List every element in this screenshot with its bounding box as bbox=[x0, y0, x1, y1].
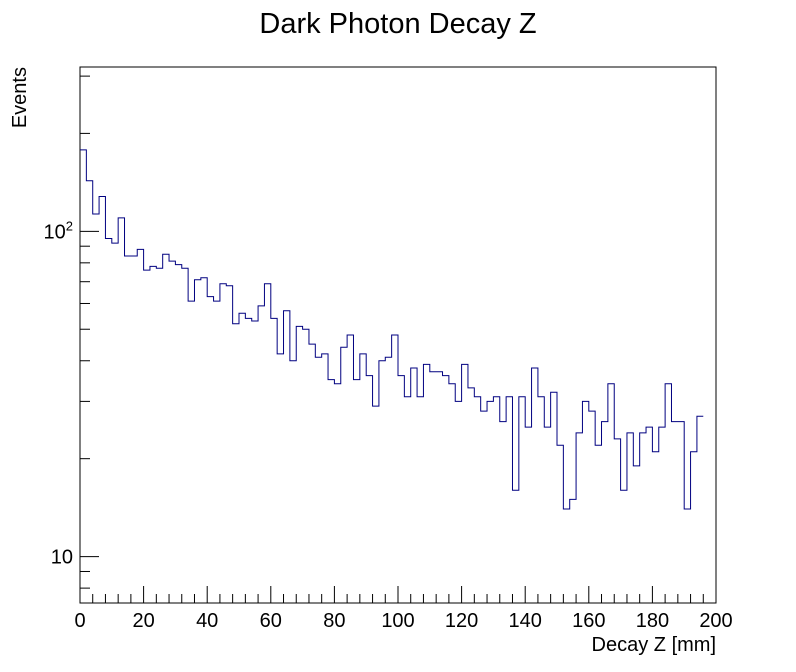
x-tick-label: 60 bbox=[260, 610, 282, 632]
x-tick-label: 160 bbox=[572, 610, 605, 632]
x-tick-label: 180 bbox=[636, 610, 669, 632]
x-tick-label: 40 bbox=[196, 610, 218, 632]
y-axis-tick-labels: 10 102 bbox=[44, 218, 73, 568]
x-axis-tick-labels: 0 20 40 60 80 100 120 140 160 180 200 bbox=[74, 610, 732, 632]
x-tick-label: 20 bbox=[132, 610, 154, 632]
x-tick-label: 140 bbox=[509, 610, 542, 632]
y-tick-label: 102 bbox=[44, 218, 73, 243]
x-axis-label: Decay Z [mm] bbox=[592, 634, 716, 656]
x-tick-label: 200 bbox=[699, 610, 732, 632]
y-axis-label: Events bbox=[9, 67, 31, 128]
x-tick-label: 120 bbox=[445, 610, 478, 632]
x-axis-ticks bbox=[79, 586, 717, 603]
x-tick-label: 80 bbox=[323, 610, 345, 632]
y-axis-ticks bbox=[80, 75, 99, 589]
x-tick-label: 0 bbox=[74, 610, 85, 632]
chart-title: Dark Photon Decay Z bbox=[259, 8, 536, 40]
histogram-line bbox=[80, 149, 704, 510]
x-tick-label: 100 bbox=[381, 610, 414, 632]
y-tick-label: 10 bbox=[51, 547, 73, 569]
